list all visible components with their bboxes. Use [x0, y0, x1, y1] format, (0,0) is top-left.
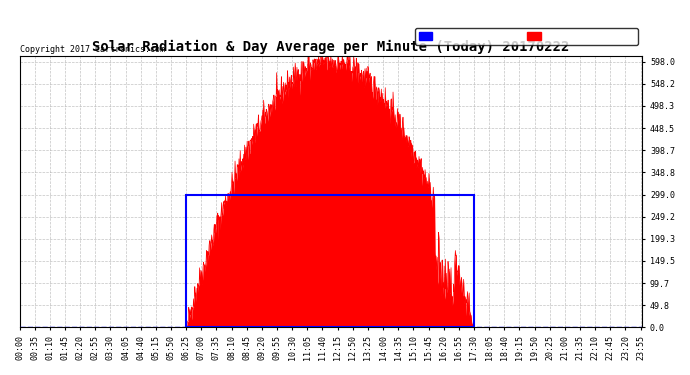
Legend: Median (W/m2), Radiation (W/m2): Median (W/m2), Radiation (W/m2): [415, 28, 638, 45]
Text: Copyright 2017 Cartronics.com: Copyright 2017 Cartronics.com: [20, 45, 165, 54]
Bar: [186, 195, 474, 327]
Title: Solar Radiation & Day Average per Minute (Today) 20170222: Solar Radiation & Day Average per Minute…: [92, 40, 570, 54]
